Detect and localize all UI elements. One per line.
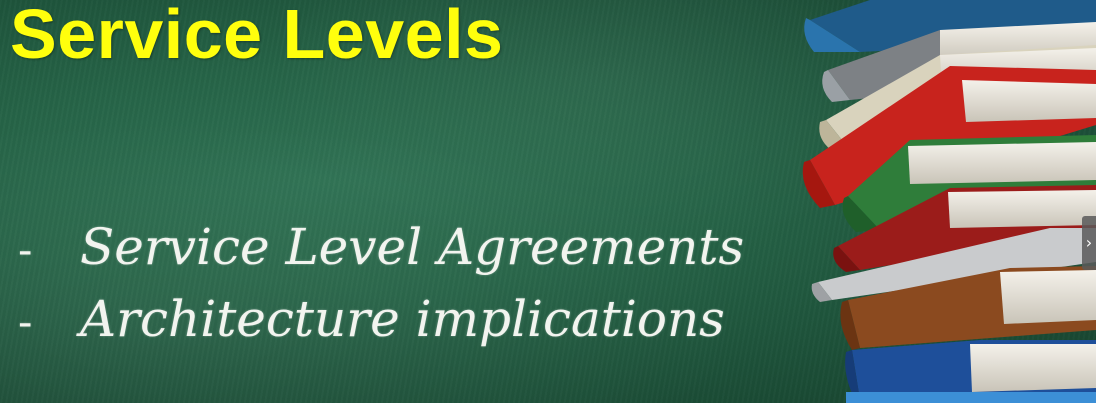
books-stack-illustration xyxy=(802,0,1096,403)
next-arrow-button[interactable]: › xyxy=(1082,216,1096,270)
book-blue-bottom xyxy=(845,340,1096,402)
book-white xyxy=(811,228,1096,302)
bullet-item: - Service Level Agreements xyxy=(18,218,744,290)
bullet-item: - Architecture implications xyxy=(18,290,744,362)
bullet-dash: - xyxy=(18,228,33,274)
book-light-blue-edge xyxy=(846,392,1096,403)
book-green xyxy=(842,135,1096,232)
slide-title: Service Levels xyxy=(10,0,504,73)
bullet-text: Architecture implications xyxy=(80,290,725,348)
book-dark-red xyxy=(833,185,1096,272)
bullet-text: Service Level Agreements xyxy=(80,218,745,276)
bullet-dash: - xyxy=(18,300,33,346)
book-brown xyxy=(840,266,1096,350)
bullet-list: - Service Level Agreements - Architectur… xyxy=(18,218,744,362)
chevron-right-icon: › xyxy=(1085,233,1093,252)
